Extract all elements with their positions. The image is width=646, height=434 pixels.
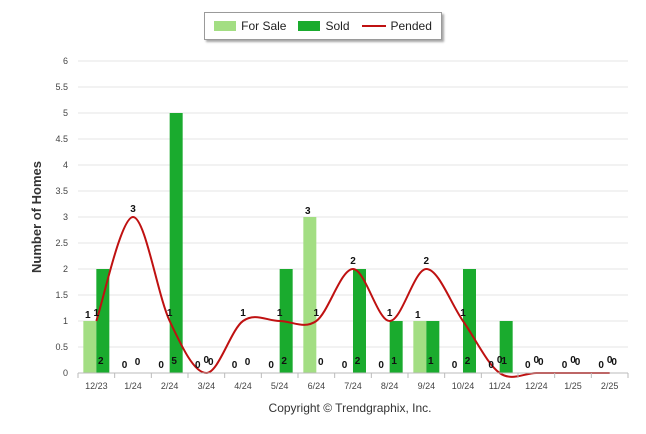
for-sale-data-label: 0 — [122, 360, 128, 371]
for-sale-data-label: 0 — [342, 360, 348, 371]
sold-bar[interactable] — [426, 321, 440, 373]
legend-label-for-sale: For Sale — [241, 19, 287, 33]
copyright-text: Copyright © Trendgraphix, Inc. — [268, 401, 432, 415]
legend-label-pended: Pended — [390, 19, 432, 33]
pended-line[interactable] — [95, 215, 610, 378]
for-sale-data-label: 3 — [305, 206, 311, 217]
for-sale-data-label: 0 — [488, 360, 494, 371]
x-tick-label: 2/24 — [161, 381, 179, 391]
for-sale-data-label: 0 — [452, 360, 458, 371]
pended-data-label: 3 — [130, 204, 136, 215]
pended-data-label: 2 — [424, 256, 430, 267]
sold-data-label: 0 — [208, 357, 214, 368]
legend-label-sold: Sold — [325, 19, 350, 33]
sold-data-label: 0 — [245, 357, 251, 368]
for-sale-data-label: 0 — [525, 360, 531, 371]
pended-data-label: 0 — [497, 355, 503, 366]
x-tick-label: 12/23 — [85, 381, 108, 391]
sold-bar[interactable] — [463, 269, 476, 373]
for-sale-data-label: 0 — [378, 360, 384, 371]
sold-data-label: 2 — [281, 356, 287, 367]
y-tick-label: 6 — [63, 56, 68, 66]
sold-data-label: 0 — [575, 357, 581, 368]
sold-data-label: 0 — [318, 357, 324, 368]
sold-data-label: 1 — [428, 356, 434, 367]
y-tick-label: 1.5 — [55, 290, 68, 300]
x-tick-label: 5/24 — [271, 381, 289, 391]
x-tick-label: 4/24 — [234, 381, 252, 391]
y-tick-label: 3.5 — [55, 186, 68, 196]
y-tick-label: 5.5 — [55, 82, 68, 92]
pended-data-label: 0 — [204, 355, 210, 366]
legend-item-for-sale[interactable]: For Sale — [214, 19, 286, 33]
y-tick-label: 0 — [63, 368, 68, 378]
legend-item-sold[interactable]: Sold — [298, 19, 350, 33]
y-tick-label: 3 — [63, 212, 68, 222]
sold-data-label: 2 — [98, 356, 104, 367]
pended-data-label: 0 — [570, 355, 576, 366]
for-sale-data-label: 0 — [598, 360, 604, 371]
sold-data-label: 5 — [171, 356, 177, 367]
for-sale-bar[interactable] — [83, 321, 97, 373]
pended-data-label: 1 — [314, 308, 320, 319]
x-tick-label: 12/24 — [525, 381, 548, 391]
for-sale-bar[interactable] — [303, 217, 317, 373]
pended-data-label: 1 — [277, 308, 283, 319]
pended-line-icon — [361, 25, 386, 27]
for-sale-data-label: 0 — [562, 360, 568, 371]
y-tick-label: 1 — [63, 316, 68, 326]
sold-bar[interactable] — [389, 321, 403, 373]
sold-bar[interactable] — [353, 269, 366, 373]
sold-data-label: 0 — [611, 357, 617, 368]
sold-data-label: 2 — [465, 356, 471, 367]
y-tick-label: 5 — [63, 108, 68, 118]
y-tick-label: 4 — [63, 160, 68, 170]
sold-swatch-icon — [298, 21, 321, 31]
pended-data-label: 1 — [94, 308, 100, 319]
sold-data-label: 2 — [355, 356, 361, 367]
for-sale-data-label: 1 — [415, 310, 421, 321]
for-sale-bar[interactable] — [413, 321, 427, 373]
sold-bar[interactable] — [96, 269, 110, 373]
x-tick-label: 7/24 — [344, 381, 362, 391]
y-axis-title: Number of Homes — [29, 161, 44, 273]
x-tick-label: 3/24 — [198, 381, 216, 391]
y-tick-label: 2 — [63, 264, 68, 274]
for-sale-data-label: 0 — [232, 360, 238, 371]
legend-item-pended[interactable]: Pended — [361, 19, 432, 33]
sold-data-label: 0 — [538, 357, 544, 368]
for-sale-data-label: 1 — [85, 310, 91, 321]
for-sale-data-label: 0 — [158, 360, 164, 371]
x-tick-label: 1/24 — [124, 381, 142, 391]
y-tick-label: 4.5 — [55, 134, 68, 144]
sold-data-label: 1 — [501, 356, 507, 367]
x-tick-label: 9/24 — [418, 381, 436, 391]
sold-bar[interactable] — [499, 321, 513, 373]
pended-data-label: 0 — [607, 355, 613, 366]
y-tick-label: 2.5 — [55, 238, 68, 248]
pended-data-label: 1 — [460, 308, 466, 319]
pended-data-label: 1 — [240, 308, 246, 319]
sold-data-label: 0 — [135, 357, 141, 368]
for-sale-swatch-icon — [214, 21, 237, 31]
x-tick-label: 11/24 — [489, 381, 511, 391]
pended-data-label: 1 — [387, 308, 393, 319]
for-sale-data-label: 0 — [268, 360, 274, 371]
x-tick-label: 10/24 — [452, 381, 475, 391]
x-tick-label: 2/25 — [601, 381, 619, 391]
pended-data-label: 0 — [534, 355, 540, 366]
x-tick-label: 1/25 — [564, 381, 582, 391]
pended-data-label: 1 — [167, 308, 173, 319]
legend: For Sale Sold Pended — [204, 12, 442, 40]
for-sale-data-label: 0 — [195, 360, 201, 371]
pended-data-label: 2 — [350, 256, 356, 267]
sold-data-label: 1 — [391, 356, 397, 367]
y-tick-label: 0.5 — [55, 342, 68, 352]
x-tick-label: 8/24 — [381, 381, 399, 391]
x-tick-label: 6/24 — [308, 381, 326, 391]
sold-bar[interactable] — [169, 113, 183, 373]
